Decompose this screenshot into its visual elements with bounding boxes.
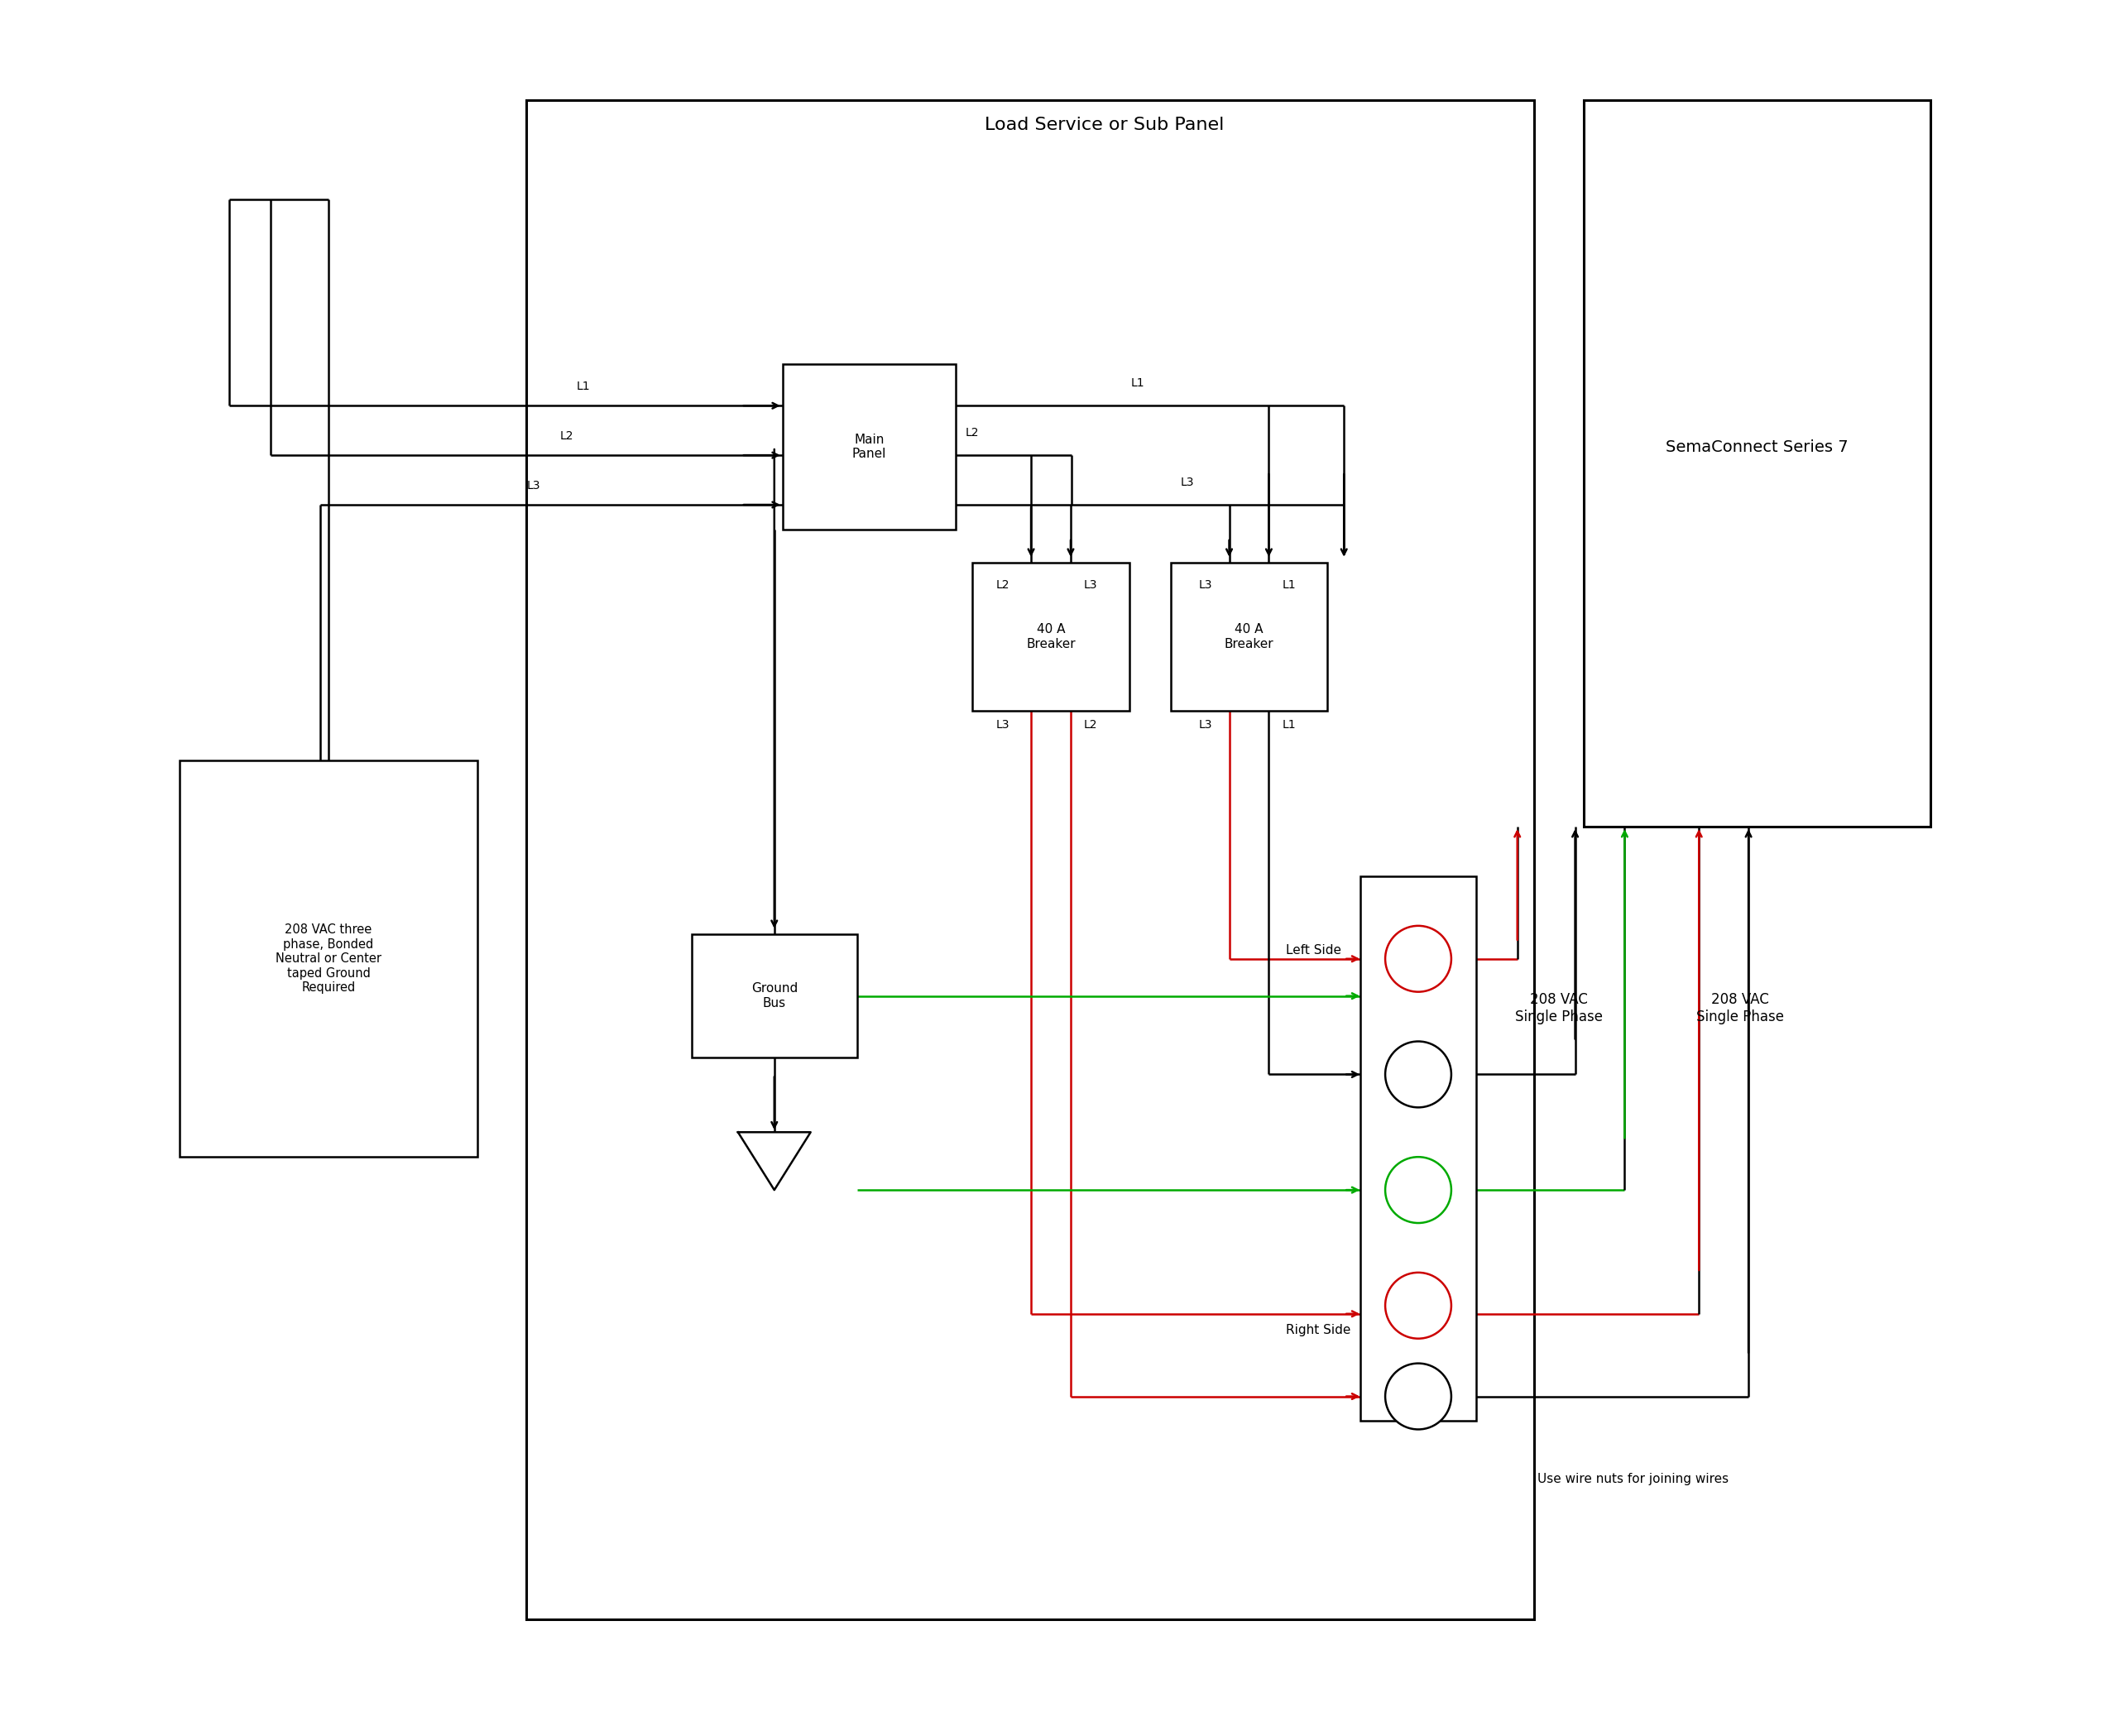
Bar: [528, 101, 1534, 1620]
Text: L2: L2: [966, 427, 979, 439]
Text: L1: L1: [1283, 580, 1296, 590]
Text: L2: L2: [559, 431, 574, 443]
Text: 208 VAC three
phase, Bonded
Neutral or Center
taped Ground
Required: 208 VAC three phase, Bonded Neutral or C…: [276, 924, 382, 993]
Bar: [783, 365, 956, 529]
Text: Load Service or Sub Panel: Load Service or Sub Panel: [985, 116, 1224, 134]
Text: 40 A
Breaker: 40 A Breaker: [1224, 623, 1274, 651]
Text: L3: L3: [528, 479, 540, 491]
Text: 208 VAC
Single Phase: 208 VAC Single Phase: [1515, 993, 1601, 1024]
Bar: [179, 760, 477, 1156]
Text: L1: L1: [576, 380, 591, 392]
Text: SemaConnect Series 7: SemaConnect Series 7: [1665, 439, 1848, 455]
Text: L3: L3: [1085, 580, 1097, 590]
Text: Ground
Bus: Ground Bus: [751, 983, 798, 1009]
Text: Right Side: Right Side: [1287, 1325, 1350, 1337]
Text: L2: L2: [1085, 719, 1097, 731]
Bar: [1582, 101, 1931, 826]
Text: 208 VAC
Single Phase: 208 VAC Single Phase: [1696, 993, 1785, 1024]
Circle shape: [1386, 925, 1452, 991]
Text: L3: L3: [1179, 477, 1194, 488]
Text: L3: L3: [996, 719, 1009, 731]
Text: L3: L3: [1198, 719, 1213, 731]
Bar: [973, 562, 1129, 712]
Text: Left Side: Left Side: [1287, 944, 1342, 957]
Text: L2: L2: [996, 580, 1009, 590]
Text: 40 A
Breaker: 40 A Breaker: [1025, 623, 1076, 651]
Text: Main
Panel: Main Panel: [852, 434, 886, 460]
Text: L1: L1: [1131, 378, 1144, 389]
Circle shape: [1386, 1272, 1452, 1338]
Circle shape: [1386, 1042, 1452, 1108]
Text: L3: L3: [1198, 580, 1213, 590]
Circle shape: [1386, 1363, 1452, 1429]
Bar: [692, 934, 857, 1057]
Bar: [1171, 562, 1327, 712]
Bar: [1361, 877, 1477, 1422]
Circle shape: [1386, 1156, 1452, 1222]
Text: Use wire nuts for joining wires: Use wire nuts for joining wires: [1538, 1472, 1728, 1484]
Text: L1: L1: [1283, 719, 1296, 731]
